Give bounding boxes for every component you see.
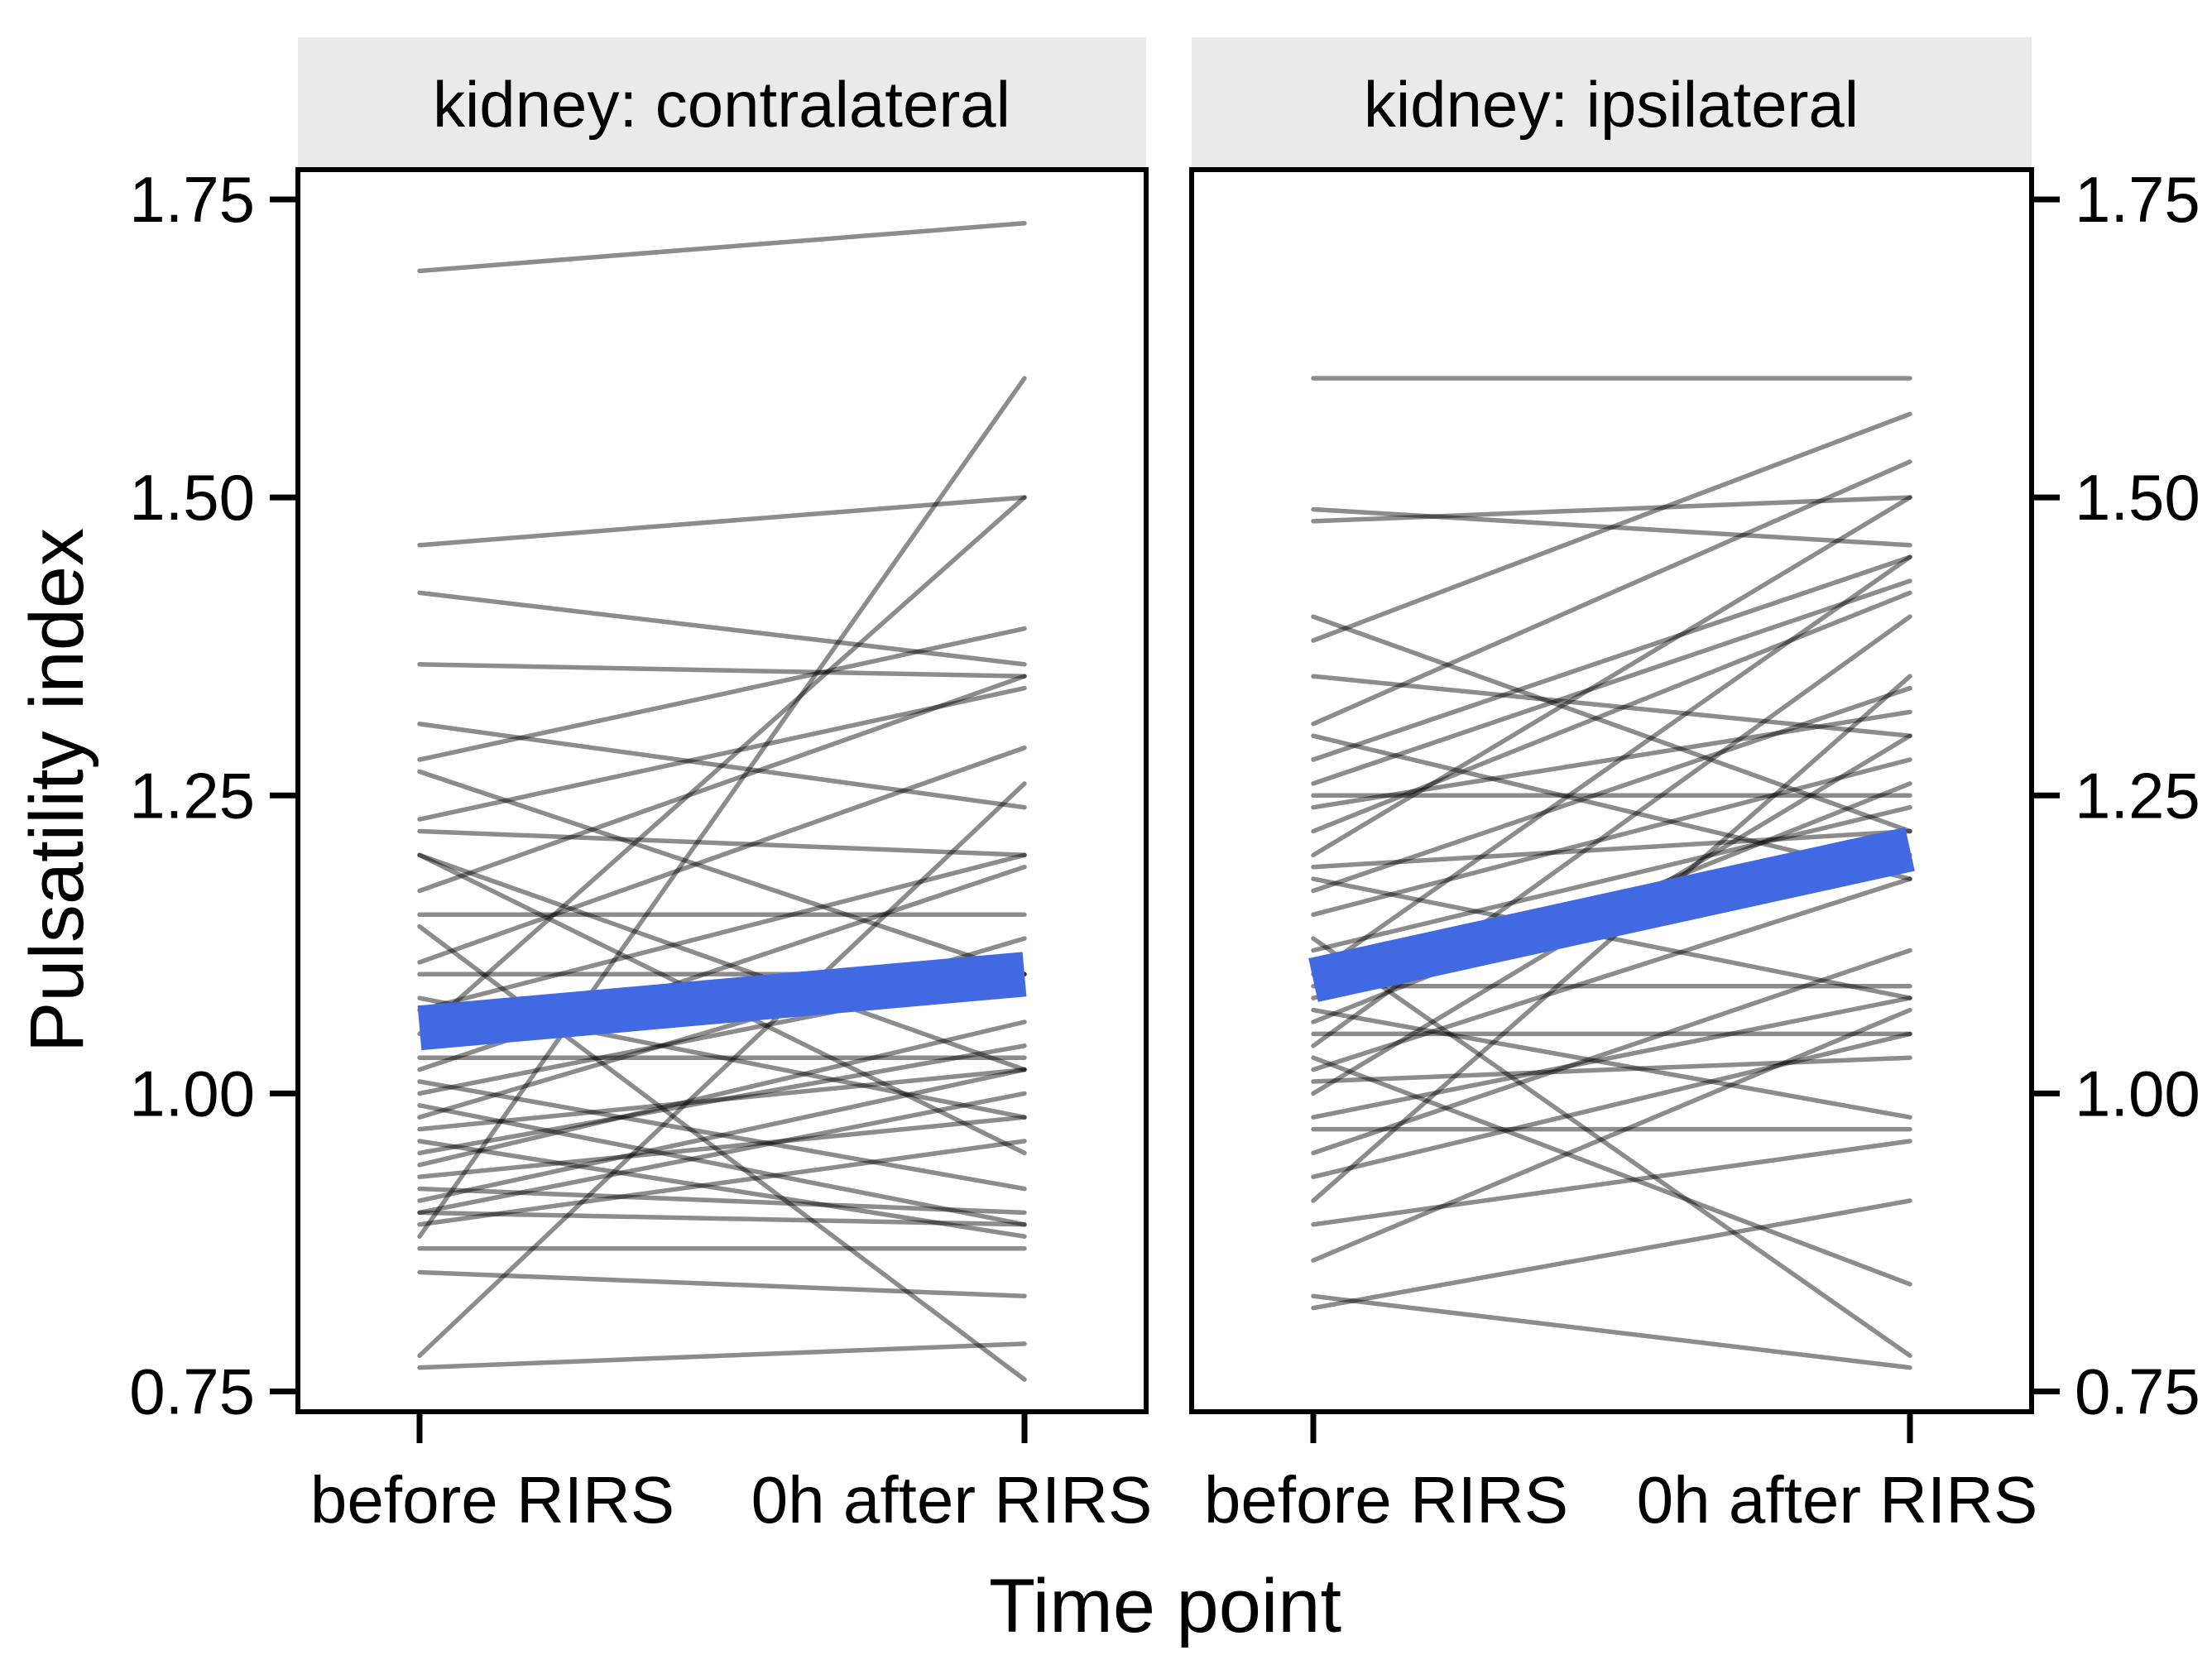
x-tick-label: 0h after RIRS bbox=[1637, 1463, 2038, 1537]
facet-strip-label-contralateral: kidney: contralateral bbox=[433, 68, 1010, 141]
individual-line bbox=[417, 626, 1027, 762]
y-tick-label: 1.25 bbox=[2075, 759, 2200, 832]
individual-line bbox=[1311, 995, 1912, 1120]
individual-line bbox=[1311, 674, 1912, 1203]
individual-line bbox=[417, 1091, 1027, 1216]
x-tick-label: before RIRS bbox=[310, 1463, 674, 1537]
individual-line bbox=[1311, 1031, 1912, 1179]
y-tick-label: 1.00 bbox=[2075, 1057, 2200, 1130]
individual-line bbox=[1311, 506, 1912, 548]
individual-line bbox=[1311, 1293, 1912, 1370]
individual-line bbox=[1311, 757, 1912, 918]
individual-line bbox=[1311, 554, 1912, 762]
individual-line bbox=[417, 1139, 1027, 1239]
individual-line bbox=[1311, 459, 1912, 727]
y-tick-label: 0.75 bbox=[2075, 1355, 2200, 1428]
individual-line bbox=[417, 1043, 1027, 1156]
panel-lines-ipsilateral bbox=[1308, 376, 1915, 1370]
mean-line bbox=[417, 952, 1027, 1051]
individual-line bbox=[417, 852, 1027, 1013]
panel-border-ipsilateral bbox=[1189, 167, 2034, 1414]
individual-line bbox=[417, 769, 1027, 977]
individual-line bbox=[1311, 495, 1912, 858]
individual-line bbox=[1311, 947, 1912, 1156]
individual-line bbox=[417, 1103, 1027, 1227]
individual-line bbox=[1311, 674, 1912, 738]
individual-line bbox=[1311, 1139, 1912, 1227]
individual-line bbox=[1311, 554, 1912, 977]
individual-line bbox=[1311, 685, 1912, 894]
individual-line bbox=[417, 495, 1027, 548]
individual-line bbox=[417, 376, 1027, 1239]
y-tick-label: 1.75 bbox=[129, 163, 255, 236]
individual-line bbox=[1311, 411, 1912, 643]
individual-line bbox=[1311, 1007, 1912, 1120]
individual-line bbox=[1311, 1055, 1912, 1287]
individual-line bbox=[417, 1186, 1027, 1216]
y-tick-label: 1.00 bbox=[129, 1057, 255, 1130]
individual-line bbox=[1311, 876, 1912, 1072]
individual-line bbox=[1311, 590, 1912, 834]
individual-line bbox=[417, 781, 1027, 1359]
individual-line bbox=[417, 1067, 1027, 1203]
individual-line bbox=[1311, 1198, 1912, 1311]
individual-line bbox=[1311, 828, 1912, 870]
axis-tick-labels: 0.75 0.75 1.00 1.00 1.25 1.25 1.50 1.50 1.75 1.75… bbox=[129, 163, 2200, 1537]
y-tick-label: 1.25 bbox=[129, 759, 255, 832]
individual-line bbox=[1311, 1055, 1912, 1084]
panel-border-contralateral bbox=[295, 167, 1149, 1414]
y-tick-label: 1.75 bbox=[2075, 163, 2200, 236]
facet-strip-ipsilateral bbox=[1192, 37, 2032, 170]
individual-line bbox=[417, 662, 1027, 679]
individual-line bbox=[417, 1019, 1027, 1168]
individual-line bbox=[1311, 709, 1912, 810]
panel-lines-contralateral bbox=[417, 221, 1027, 1382]
mean-line bbox=[1308, 827, 1915, 1002]
facet-strip-contralateral bbox=[298, 37, 1146, 170]
individual-line bbox=[417, 1269, 1027, 1299]
individual-line bbox=[417, 1115, 1027, 1179]
individual-line bbox=[417, 1079, 1027, 1192]
individual-line bbox=[417, 1067, 1027, 1132]
individual-line bbox=[1311, 936, 1912, 1359]
y-axis-title: Pulsatility index bbox=[15, 528, 99, 1053]
x-axis-title: Time point bbox=[989, 1564, 1341, 1648]
individual-line bbox=[417, 852, 1027, 1072]
individual-line bbox=[417, 1210, 1027, 1227]
individual-line bbox=[1311, 614, 1912, 834]
individual-line bbox=[417, 722, 1027, 810]
individual-line bbox=[417, 221, 1027, 274]
individual-line bbox=[417, 495, 1027, 1037]
individual-line bbox=[417, 828, 1027, 858]
individual-line bbox=[417, 1341, 1027, 1370]
individual-line bbox=[417, 745, 1027, 965]
x-tick-label: before RIRS bbox=[1204, 1463, 1568, 1537]
individual-line bbox=[417, 590, 1027, 667]
individual-line bbox=[1311, 1007, 1912, 1263]
individual-line bbox=[417, 685, 1027, 822]
individual-line bbox=[1311, 876, 1912, 1000]
axis-ticks bbox=[270, 196, 2060, 1443]
y-tick-label: 0.75 bbox=[129, 1355, 255, 1428]
individual-line bbox=[1311, 578, 1912, 786]
y-tick-label: 1.50 bbox=[129, 461, 255, 534]
individual-line bbox=[417, 674, 1027, 894]
facet-strip-label-ipsilateral: kidney: ipsilateral bbox=[1364, 68, 1859, 141]
individual-line bbox=[417, 1139, 1027, 1227]
individual-line bbox=[1311, 495, 1912, 524]
individual-line bbox=[1311, 804, 1912, 953]
x-tick-label: 0h after RIRS bbox=[751, 1463, 1153, 1537]
y-tick-label: 1.50 bbox=[2075, 461, 2200, 534]
